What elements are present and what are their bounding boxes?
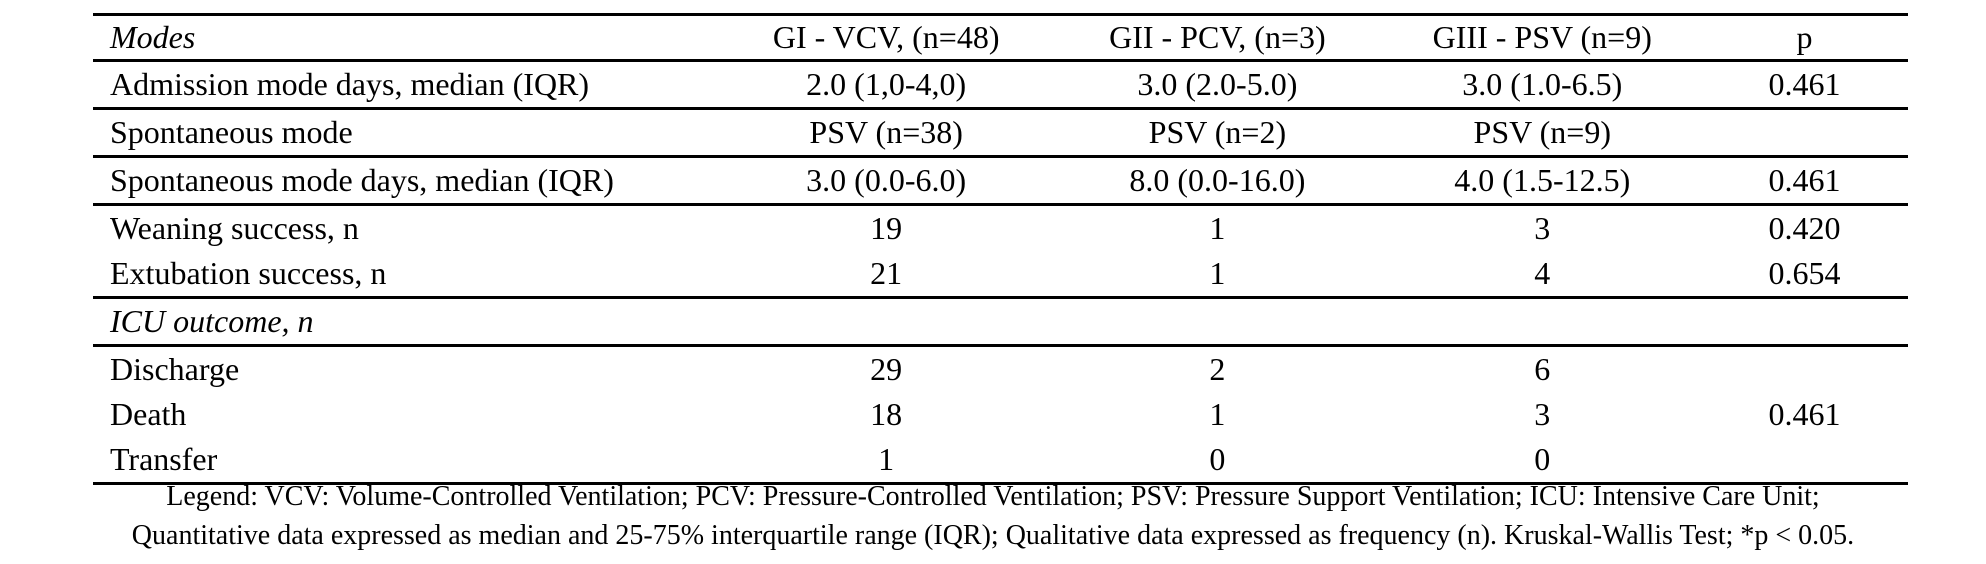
cell-g1: PSV (n=38) — [720, 108, 1052, 158]
table-row-death: Death 18 1 3 0.461 — [93, 392, 1908, 437]
table-row-weaning-success: Weaning success, n 19 1 3 0.420 — [93, 205, 1908, 252]
cell-p — [1701, 437, 1908, 485]
table-row-extubation-success: Extubation success, n 21 1 4 0.654 — [93, 251, 1908, 299]
cell-g3: 3.0 (1.0-6.5) — [1383, 60, 1702, 110]
cell-g2: 0 — [1051, 437, 1384, 485]
ventilation-modes-table-wrap: Modes GI - VCV, (n=48) GII - PCV, (n=3) … — [93, 13, 1908, 485]
cell-g3: 0 — [1383, 437, 1702, 485]
cell-g3: 4.0 (1.5-12.5) — [1383, 156, 1702, 206]
row-label: Extubation success, n — [93, 251, 721, 299]
cell-g2: 1 — [1209, 209, 1226, 246]
cell-p: 0.654 — [1701, 251, 1908, 299]
row-label: Spontaneous mode — [93, 108, 721, 158]
cell-g3: 3 — [1534, 395, 1551, 432]
cell-g2: 1 — [1051, 251, 1384, 299]
cell-p: 0.461 — [1768, 395, 1841, 432]
cell-g2: 2 — [1209, 350, 1226, 387]
column-header-g2: GII - PCV, (n=3) — [1051, 13, 1384, 62]
cell-g2: PSV (n=2) — [1051, 108, 1384, 158]
ventilation-modes-table: Modes GI - VCV, (n=48) GII - PCV, (n=3) … — [93, 13, 1908, 485]
cell-g1: 21 — [720, 251, 1052, 299]
cell-p — [1701, 108, 1908, 158]
row-label: Discharge — [110, 350, 240, 387]
column-header-g1: GI - VCV, (n=48) — [720, 13, 1052, 62]
cell-p: 0.420 — [1768, 209, 1841, 246]
cell-g1: 3.0 (0.0-6.0) — [720, 156, 1052, 206]
cell-p — [1701, 346, 1908, 393]
column-header-p: p — [1701, 13, 1908, 62]
cell-g2: 8.0 (0.0-16.0) — [1051, 156, 1384, 206]
row-label: Transfer — [93, 437, 721, 485]
cell-g3: 6 — [1534, 350, 1551, 387]
column-header-g3: GIII - PSV (n=9) — [1383, 13, 1702, 62]
table-row-transfer: Transfer 1 0 0 — [93, 437, 1908, 485]
cell-g3: PSV (n=9) — [1383, 108, 1702, 158]
row-label: Weaning success, n — [110, 209, 359, 246]
cell-g2: 3.0 (2.0-5.0) — [1051, 60, 1384, 110]
cell-g1: 1 — [720, 437, 1052, 485]
cell-p: 0.461 — [1701, 156, 1908, 206]
table-legend: Legend: VCV: Volume-Controlled Ventilati… — [0, 477, 1986, 555]
section-label: ICU outcome, n — [93, 297, 1908, 347]
table-header-row: Modes GI - VCV, (n=48) GII - PCV, (n=3) … — [93, 13, 1908, 62]
cell-g1: 18 — [870, 395, 903, 432]
cell-g1: 29 — [870, 350, 903, 387]
table-section-row-icu-outcome: ICU outcome, n — [93, 297, 1908, 347]
legend-line-1: Legend: VCV: Volume-Controlled Ventilati… — [166, 481, 1820, 512]
cell-g3: 4 — [1383, 251, 1702, 299]
table-row-spontaneous-mode-days: Spontaneous mode days, median (IQR) 3.0 … — [93, 156, 1908, 206]
cell-g3: 3 — [1534, 209, 1551, 246]
row-label: Spontaneous mode days, median (IQR) — [93, 156, 721, 206]
row-label: Death — [110, 395, 187, 432]
legend-line-2: Quantitative data expressed as median an… — [131, 520, 1855, 551]
table-row-admission-mode-days: Admission mode days, median (IQR) 2.0 (1… — [93, 60, 1908, 110]
table-row-spontaneous-mode: Spontaneous mode PSV (n=38) PSV (n=2) PS… — [93, 108, 1908, 158]
column-header-modes: Modes — [93, 13, 721, 62]
cell-g1: 19 — [870, 209, 903, 246]
table-row-discharge: Discharge 29 2 6 — [93, 346, 1908, 393]
cell-g1: 2.0 (1,0-4,0) — [720, 60, 1052, 110]
cell-p: 0.461 — [1701, 60, 1908, 110]
row-label: Admission mode days, median (IQR) — [93, 60, 721, 110]
cell-g2: 1 — [1209, 395, 1226, 432]
